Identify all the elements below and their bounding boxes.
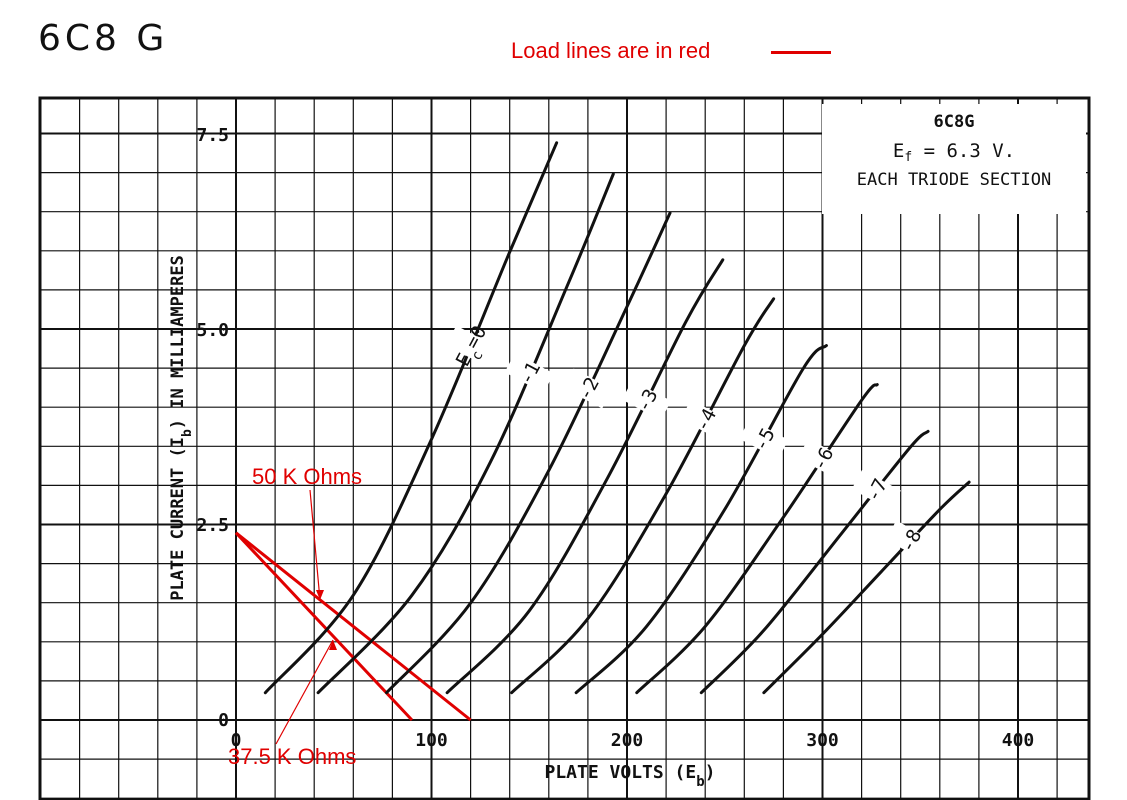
x-tick-label: 0 [231,730,242,751]
curve-label-bg [885,520,936,561]
y-tick-label: 7.5 [196,125,229,146]
y-axis-label: PLATE CURRENT (Ib) IN MILLIAMPERES [168,255,195,601]
curve-label-bg [563,368,613,409]
grid [38,96,1091,800]
x-tick-label: 400 [1002,730,1035,751]
y-tick-label: 5.0 [196,320,229,341]
plate-curve [762,480,971,695]
plate-curves [263,141,971,695]
info-filament-prefix: E [892,140,905,162]
axis-ticks: 0 100 200 300 400 0 2.5 5.0 7.5 [196,125,1034,751]
legend-note: Load lines are in red [511,38,711,63]
info-tube-name: 6C8G [933,112,975,132]
load-line [235,531,472,722]
curve-label-bg [851,469,901,510]
load-line-label: 50 K Ohms [252,464,362,489]
curve-label-bg [680,399,730,440]
plate-curve [510,297,776,695]
y-tick-label: 2.5 [196,515,229,536]
load-lines [234,531,472,722]
curve-label-bg [797,438,848,479]
load-line-pointer [275,639,334,745]
curve-label-bg [621,380,672,421]
load-line-arrowhead [316,590,324,600]
info-filament: Ef = 6.3 V. [822,140,1086,165]
x-tick-label: 200 [611,730,644,751]
load-line [234,531,414,722]
plate-curve [574,344,828,695]
tube-info-box: 6C8G Ef = 6.3 V. EACH TRIODE SECTION [822,104,1086,214]
info-filament-sub: f [904,150,913,165]
x-axis-label: PLATE VOLTS (Eb) [545,762,716,790]
curve-label-bg [504,352,554,393]
load-line-label: 37.5 K Ohms [228,744,356,769]
x-tick-label: 100 [415,730,448,751]
legend-red-line [771,51,831,54]
curve-label-bg [739,419,789,460]
plate-curve [385,211,672,695]
y-tick-label: 0 [218,710,229,731]
x-tick-label: 300 [806,730,839,751]
plate-curve [316,172,615,695]
plate-curve [263,141,559,695]
info-section: EACH TRIODE SECTION [856,170,1052,190]
plate-curve [635,383,879,695]
info-filament-value: = 6.3 V. [912,140,1016,162]
curve-label-bg [446,325,496,366]
plate-curve [445,258,725,695]
load-line-arrowhead [329,640,337,650]
load-line-pointer [309,489,321,601]
plate-curve [699,429,930,695]
page-title: 6C8 G [38,18,169,59]
